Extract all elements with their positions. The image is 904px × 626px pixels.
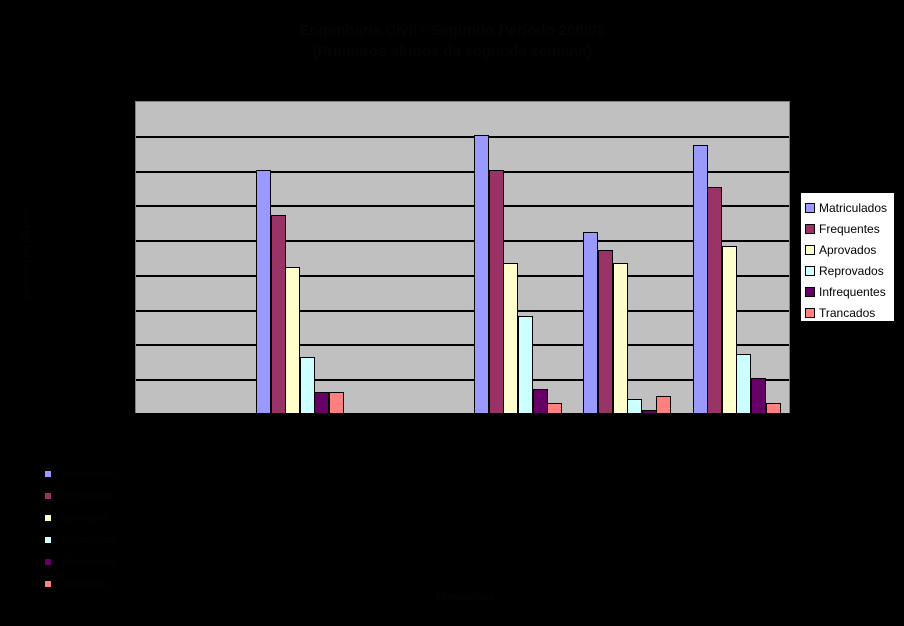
legend-swatch-icon [805, 202, 815, 213]
legend-label: Matriculados [819, 200, 888, 215]
series-key-icon [45, 537, 51, 543]
bar-matriculados [583, 232, 599, 414]
bar-aprovados [285, 266, 301, 414]
legend-item: Reprovados [805, 260, 894, 281]
data-table-series-name: Trancados [61, 578, 108, 590]
bar-infrequentes [641, 409, 657, 414]
legend-swatch-icon [805, 244, 815, 255]
bar-reprovados [736, 353, 752, 414]
bar-matriculados [474, 134, 490, 414]
series-key-icon [45, 581, 51, 587]
bar-matriculados [692, 145, 708, 414]
bar-reprovados [518, 315, 534, 414]
legend-item: Frequentes [805, 218, 894, 239]
series-key-icon [45, 471, 51, 477]
bar-infrequentes [314, 392, 330, 414]
legend-label: Reprovados [819, 263, 884, 278]
legend-swatch-icon [805, 286, 815, 297]
bar-reprovados [627, 399, 643, 414]
legend-label: Infrequentes [819, 284, 886, 299]
data-table-series-name: Reprovados [61, 534, 115, 546]
gridline [136, 274, 789, 277]
legend-item: Aprovados [805, 239, 894, 260]
bar-infrequentes [751, 378, 767, 414]
legend-item: Matriculados [805, 197, 894, 218]
gridline [136, 205, 789, 208]
gridline [136, 379, 789, 382]
plot-area [135, 101, 790, 414]
series-key-icon [45, 559, 51, 565]
gridline [136, 170, 789, 173]
data-table-row: Aprovados [45, 507, 141, 529]
bar-matriculados [255, 169, 271, 414]
chart-title: Engenharia Civil - Segundo Período 2008/… [299, 22, 605, 39]
legend: Matriculados Frequentes Aprovados Reprovado… [801, 193, 894, 321]
legend-swatch-icon [805, 223, 815, 234]
legend-item: Infrequentes [805, 281, 894, 302]
bar-frequentes [488, 169, 504, 414]
bar-infrequentes [532, 388, 548, 414]
bar-aprovados [612, 263, 628, 414]
legend-item: Trancados [805, 302, 894, 323]
x-axis-title: Disciplinas [435, 591, 495, 603]
bar-aprovados [503, 263, 519, 414]
data-table-series-name: Infrequentes [61, 556, 117, 568]
series-key-icon [45, 515, 51, 521]
series-key-icon [45, 493, 51, 499]
bar-trancados [656, 395, 672, 414]
legend-swatch-icon [805, 265, 815, 276]
legend-label: Frequentes [819, 221, 880, 236]
bar-trancados [328, 392, 344, 414]
chart-subtitle: (Primeiros alunos da segunda semana) [312, 43, 592, 60]
data-table-row: Matriculados [45, 463, 141, 485]
gridline [136, 309, 789, 312]
bar-frequentes [707, 186, 723, 414]
bar-frequentes [270, 214, 286, 414]
data-table-series-name: Aprovados [61, 512, 109, 524]
gridline [136, 344, 789, 347]
data-table-row: Reprovados [45, 529, 141, 551]
data-table: Matriculados Frequentes Aprovados Reprovado… [45, 463, 141, 595]
bar-reprovados [299, 357, 315, 414]
data-table-row: Trancados [45, 573, 141, 595]
bar-aprovados [721, 246, 737, 414]
data-table-series-name: Matriculados [61, 468, 118, 480]
bar-trancados [547, 402, 563, 414]
y-axis-title: Número de Alunos [21, 208, 33, 300]
bar-frequentes [598, 249, 614, 414]
legend-swatch-icon [805, 307, 815, 318]
data-table-row: Frequentes [45, 485, 141, 507]
gridline [136, 135, 789, 138]
gridline [136, 240, 789, 243]
legend-label: Trancados [819, 305, 876, 320]
data-table-series-name: Frequentes [61, 490, 112, 502]
x-axis-line [135, 413, 791, 415]
bar-trancados [765, 402, 781, 414]
legend-label: Aprovados [819, 242, 877, 257]
data-table-row: Infrequentes [45, 551, 141, 573]
